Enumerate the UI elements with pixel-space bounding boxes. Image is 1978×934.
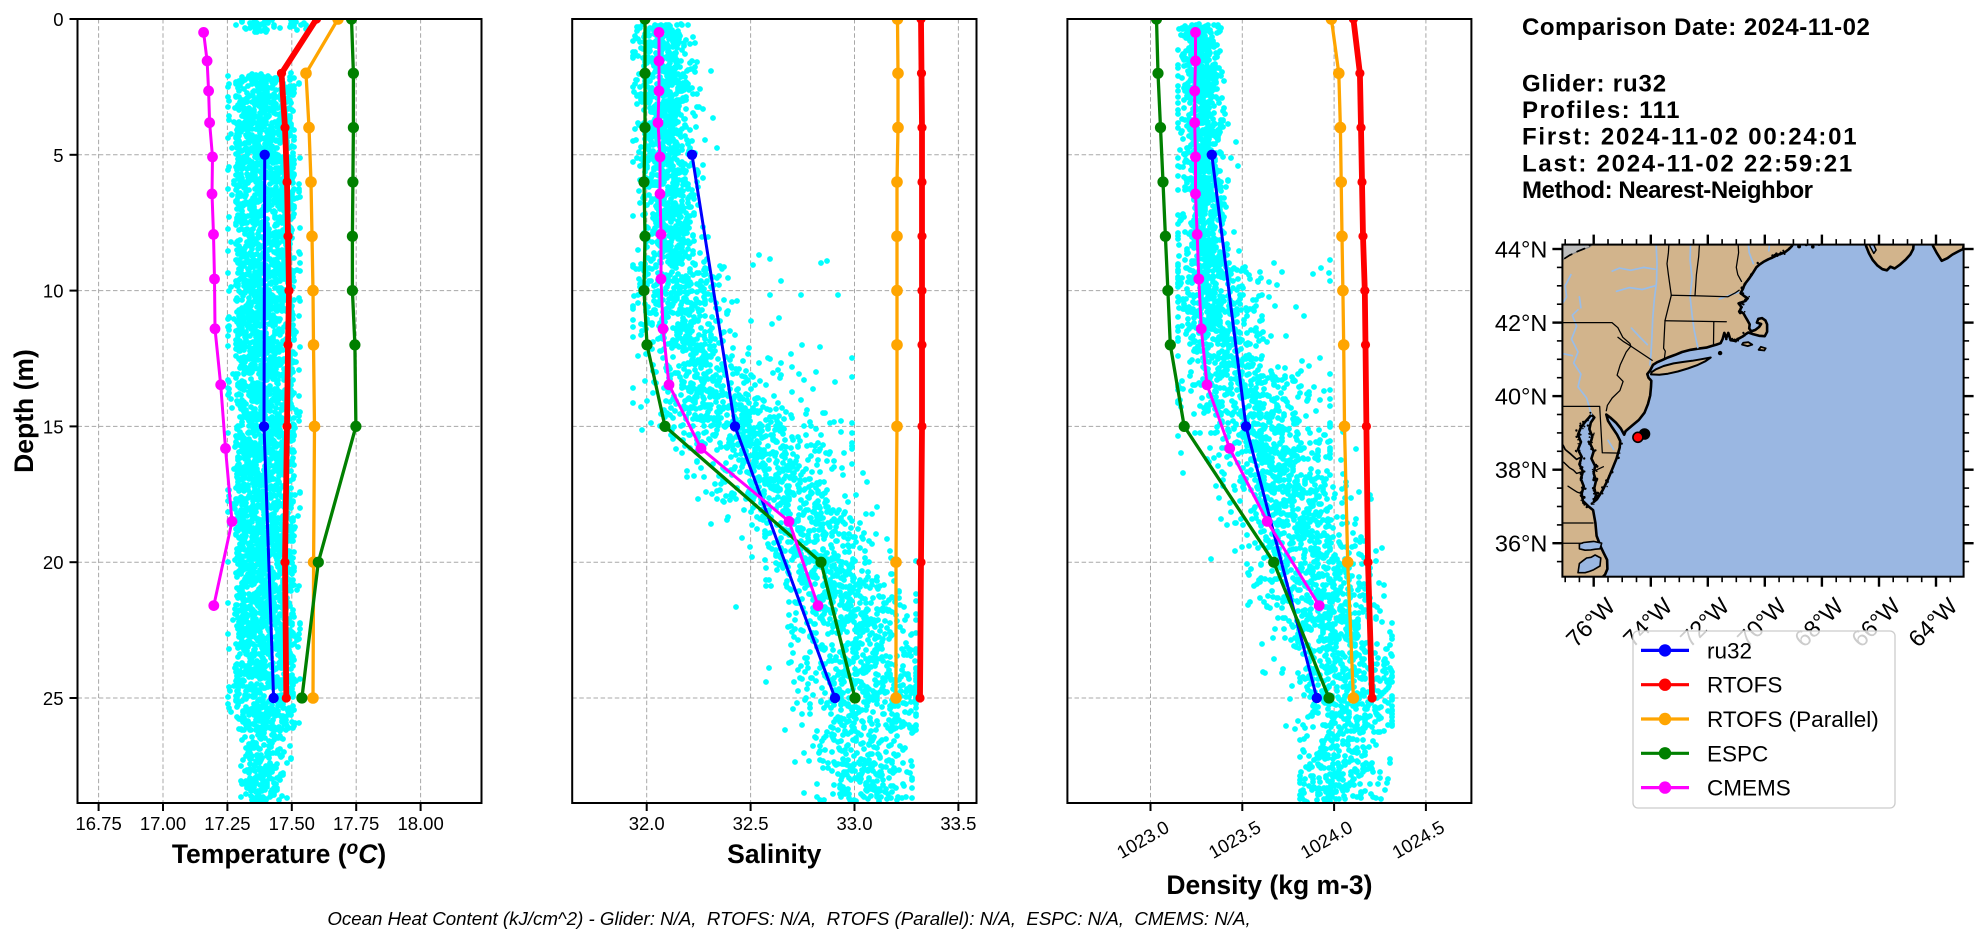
svg-text:25: 25 [43, 688, 64, 709]
svg-text:15: 15 [43, 416, 64, 437]
svg-text:40°N: 40°N [1495, 384, 1548, 410]
svg-text:ESPC: ESPC [1707, 741, 1768, 766]
svg-text:Method: Nearest-Neighbor: Method: Nearest-Neighbor [1522, 177, 1813, 204]
svg-text:17.00: 17.00 [140, 813, 186, 834]
svg-text:Last: 2024-11-02 22:59:21: Last: 2024-11-02 22:59:21 [1522, 150, 1854, 177]
svg-text:17.50: 17.50 [269, 813, 315, 834]
svg-text:CMEMS: CMEMS [1707, 776, 1791, 801]
svg-text:RTOFS (Parallel): RTOFS (Parallel) [1707, 707, 1879, 732]
svg-text:17.75: 17.75 [333, 813, 379, 834]
svg-text:1023.0: 1023.0 [1113, 816, 1173, 862]
svg-text:32.5: 32.5 [733, 813, 769, 834]
svg-text:16.75: 16.75 [75, 813, 121, 834]
svg-text:36°N: 36°N [1495, 531, 1548, 557]
svg-text:38°N: 38°N [1495, 457, 1548, 483]
svg-text:0: 0 [53, 9, 63, 30]
svg-text:44°N: 44°N [1495, 237, 1548, 263]
svg-text:RTOFS: RTOFS [1707, 673, 1782, 698]
svg-text:20: 20 [43, 552, 64, 573]
svg-text:17.25: 17.25 [204, 813, 250, 834]
svg-text:Depth (m): Depth (m) [9, 349, 39, 473]
svg-text:18.00: 18.00 [397, 813, 443, 834]
svg-text:Density (kg m-3): Density (kg m-3) [1166, 870, 1372, 900]
svg-text:Ocean Heat Content (kJ/cm^2) -: Ocean Heat Content (kJ/cm^2) - Glider: N… [327, 908, 1250, 929]
svg-text:1023.5: 1023.5 [1205, 816, 1265, 862]
svg-text:First: 2024-11-02 00:24:01: First: 2024-11-02 00:24:01 [1522, 124, 1858, 151]
svg-text:1024.5: 1024.5 [1388, 816, 1448, 862]
svg-text:Salinity: Salinity [727, 839, 822, 869]
svg-text:Comparison Date: 2024-11-02: Comparison Date: 2024-11-02 [1522, 14, 1870, 41]
svg-text:33.0: 33.0 [836, 813, 872, 834]
svg-text:64°W: 64°W [1903, 592, 1963, 652]
svg-text:42°N: 42°N [1495, 310, 1548, 336]
svg-text:Glider: ru32: Glider: ru32 [1522, 71, 1667, 98]
svg-text:Profiles: 111: Profiles: 111 [1522, 97, 1681, 124]
svg-text:5: 5 [53, 145, 63, 166]
svg-text:Temperature (oC): Temperature (oC) [172, 838, 386, 869]
svg-text:1024.0: 1024.0 [1297, 816, 1357, 862]
svg-text:32.0: 32.0 [629, 813, 665, 834]
svg-text:ru32: ru32 [1707, 638, 1752, 663]
svg-text:33.5: 33.5 [940, 813, 976, 834]
svg-text:10: 10 [43, 281, 64, 302]
svg-text:76°W: 76°W [1561, 592, 1621, 652]
